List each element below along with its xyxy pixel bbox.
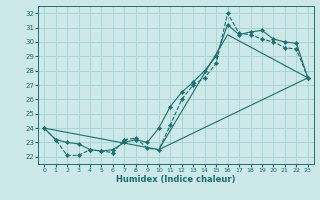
X-axis label: Humidex (Indice chaleur): Humidex (Indice chaleur) [116,175,236,184]
